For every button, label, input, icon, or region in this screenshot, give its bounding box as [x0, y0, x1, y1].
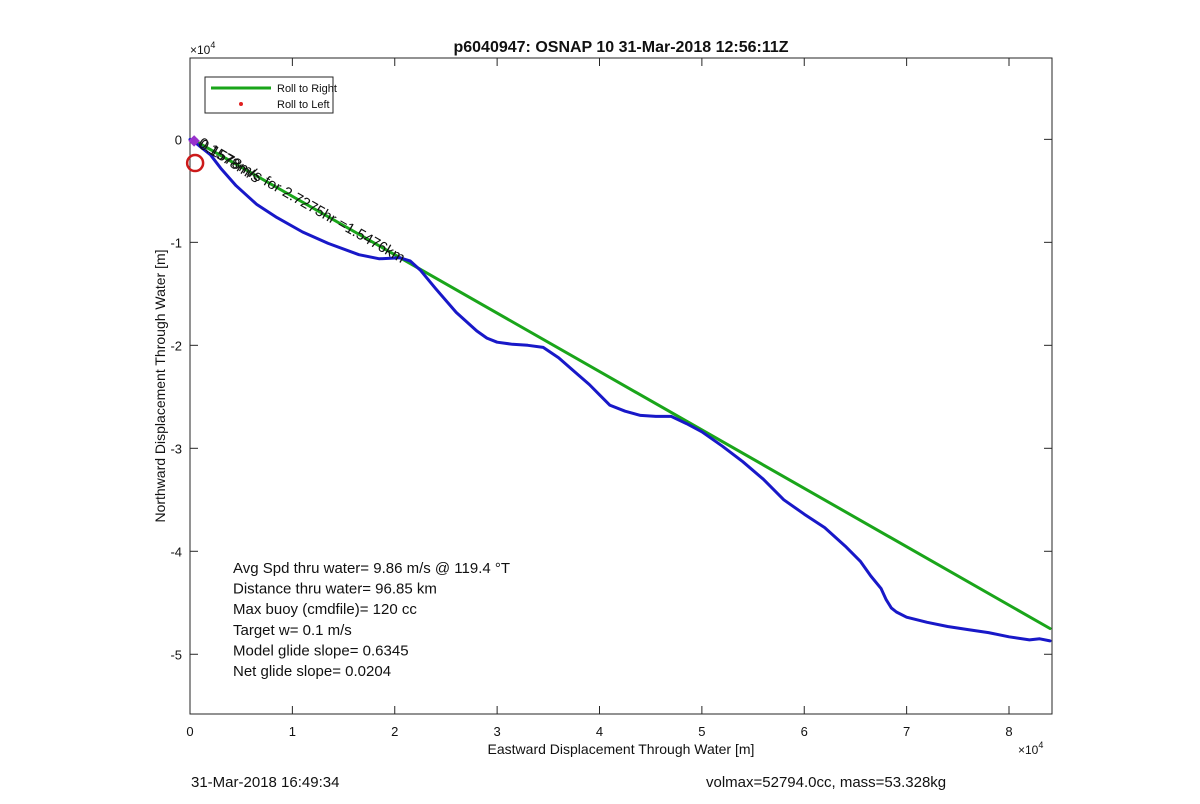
footer-timestamp: 31-Mar-2018 16:49:34 — [191, 774, 340, 791]
x-tick-label: 3 — [494, 724, 501, 739]
series-line-1 — [194, 139, 1052, 630]
y-tick-label: -1 — [170, 235, 182, 250]
annotation-line: Model glide slope= 0.6345 — [233, 642, 409, 659]
legend: Roll to Right Roll to Left — [204, 76, 337, 114]
annotation-line: Avg Spd thru water= 9.86 m/s @ 119.4 °T — [233, 560, 510, 577]
y-tick-label: -3 — [170, 441, 182, 456]
start-circle-marker — [185, 153, 205, 173]
x-tick-label: 0 — [186, 724, 193, 739]
x-tick-label: 8 — [1005, 724, 1012, 739]
annotation-line: Max buoy (cmdfile)= 120 cc — [233, 601, 417, 618]
x-exponent-power: 4 — [1038, 740, 1043, 750]
annotation-line: Net glide slope= 0.0204 — [233, 663, 391, 680]
x-exponent-label: ×104 — [1018, 740, 1043, 757]
y-tick-label: -2 — [170, 338, 182, 353]
annotation-line: Target w= 0.1 m/s — [233, 622, 352, 639]
start-diamond-marker — [188, 135, 200, 147]
annotation-line: Distance thru water= 96.85 km — [233, 581, 437, 598]
x-tick-label: 1 — [289, 724, 296, 739]
x-tick-label: 6 — [801, 724, 808, 739]
chart-title: p6040947: OSNAP 10 31-Mar-2018 12:56:11Z — [453, 39, 788, 56]
axes: 0 1 2 3 4 5 6 7 8 0 -1 -2 -3 -4 -5 ×104 ×104 Eastward Dis… — [152, 39, 1053, 757]
footer-volume-mass: volmax=52794.0cc, mass=53.328kg — [706, 774, 947, 791]
x-tick-label: 4 — [596, 724, 603, 739]
legend-label: Roll to Right — [277, 83, 337, 95]
y-exponent-label: ×104 — [190, 40, 215, 57]
plot-area — [185, 135, 1052, 643]
y-tick-label: -4 — [170, 544, 182, 559]
y-tick-label: 0 — [175, 132, 182, 147]
y-exponent-power: 4 — [210, 40, 215, 50]
axes-box — [189, 57, 1053, 715]
y-axis-label: Northward Displacement Through Water [m] — [152, 249, 168, 522]
labels: 0.1578m/s for 2.7275hr =1.5476km0.1578m/… — [195, 134, 510, 680]
x-tick-label: 7 — [903, 724, 910, 739]
x-tick-label: 2 — [391, 724, 398, 739]
y-tick-label: -5 — [170, 647, 182, 662]
legend-label: Roll to Left — [277, 99, 330, 111]
legend-box — [204, 76, 334, 114]
legend-swatch-dot — [239, 102, 243, 106]
x-axis-label: Eastward Displacement Through Water [m] — [488, 741, 755, 757]
x-tick-label: 5 — [698, 724, 705, 739]
series-line-2 — [188, 137, 1052, 643]
